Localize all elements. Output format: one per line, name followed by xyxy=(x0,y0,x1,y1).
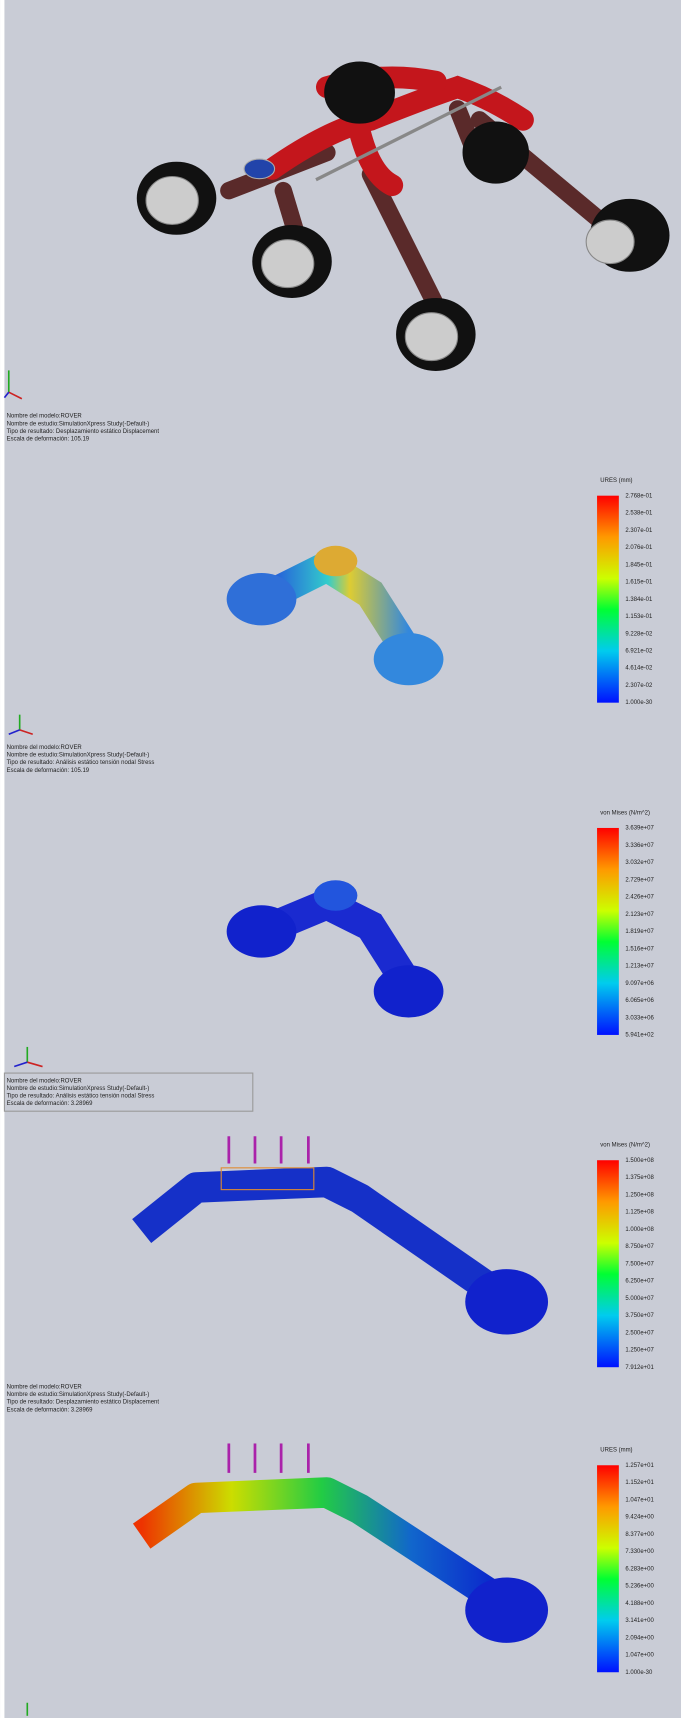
legend-title: von Mises (N/m^2) xyxy=(600,1143,650,1149)
legend-label: 2.076e-01 xyxy=(625,545,653,551)
legend-label: 1.152e+01 xyxy=(625,1480,654,1486)
legend-label: 1.000e+08 xyxy=(625,1227,654,1233)
legend-label: 6.283e+00 xyxy=(625,1566,654,1572)
legend-label: 9.097e+06 xyxy=(625,981,654,987)
color-bar xyxy=(597,828,619,1035)
legend-label: 2.094e+00 xyxy=(625,1635,654,1641)
color-bar xyxy=(597,1160,619,1367)
info-line: Nombre de estudio:SimulationXpress Study… xyxy=(7,1392,150,1398)
info-line: Escala de deformación: 3.28969 xyxy=(7,1101,94,1107)
legend-label: 7.330e+00 xyxy=(625,1549,654,1555)
legend-label: 2.729e+07 xyxy=(625,877,654,883)
legend-label: 1.615e-01 xyxy=(625,580,653,586)
legend-label: 1.250e+08 xyxy=(625,1192,654,1198)
legend-label: 6.250e+07 xyxy=(625,1279,654,1285)
info-line: Nombre de estudio:SimulationXpress Study… xyxy=(7,1086,150,1092)
legend-label: 1.257e+01 xyxy=(625,1463,654,1469)
legend-label: 9.424e+00 xyxy=(625,1515,654,1521)
legend-label: 8.377e+00 xyxy=(625,1532,654,1538)
info-line: Escala de deformación: 3.28969 xyxy=(7,1407,94,1413)
info-line: Tipo de resultado: Análisis estático ten… xyxy=(7,760,155,766)
page: Nombre del modelo:ROVERNombre de estudio… xyxy=(0,0,681,1718)
legend-label: 4.188e+00 xyxy=(625,1601,654,1607)
info-line: Nombre del modelo:ROVER xyxy=(7,745,83,751)
info-line: Nombre de estudio:SimulationXpress Study… xyxy=(7,421,150,427)
info-line: Nombre de estudio:SimulationXpress Study… xyxy=(7,753,150,759)
legend-label: 3.639e+07 xyxy=(625,826,654,832)
legend-label: 5.941e+02 xyxy=(625,1033,654,1039)
legend-label: 3.750e+07 xyxy=(625,1313,654,1319)
legend-label: 2.307e-02 xyxy=(625,683,653,689)
info-line: Tipo de resultado: Desplazamiento estáti… xyxy=(7,1400,160,1406)
info-line: Escala de deformación: 105.19 xyxy=(7,437,90,443)
legend-label: 5.000e+07 xyxy=(625,1296,654,1302)
legend-label: 4.614e-02 xyxy=(625,666,653,672)
legend-label: 3.032e+07 xyxy=(625,860,654,866)
legend-label: 2.500e+07 xyxy=(625,1330,654,1336)
legend-label: 1.000e-30 xyxy=(625,700,653,706)
legend-label: 6.065e+06 xyxy=(625,998,654,1004)
legend-label: 1.516e+07 xyxy=(625,946,654,952)
legend-label: 3.033e+06 xyxy=(625,1015,654,1021)
legend-title: URES (mm) xyxy=(600,1448,632,1454)
legend-label: 2.123e+07 xyxy=(625,912,654,918)
legend-label: 1.047e+01 xyxy=(625,1497,654,1503)
legend-label: 1.213e+07 xyxy=(625,964,654,970)
background xyxy=(0,0,681,1718)
color-bar xyxy=(597,496,619,703)
legend-label: 1.153e-01 xyxy=(625,614,653,620)
legend-label: 1.250e+07 xyxy=(625,1348,654,1354)
legend-label: 1.000e-30 xyxy=(625,1670,653,1676)
info-line: Escala de deformación: 105.19 xyxy=(7,768,90,774)
legend-label: 6.921e-02 xyxy=(625,649,653,655)
legend-title: von Mises (N/m^2) xyxy=(600,810,650,816)
info-line: Tipo de resultado: Desplazamiento estáti… xyxy=(7,429,160,435)
legend-label: 1.819e+07 xyxy=(625,929,654,935)
legend-label: 2.768e-01 xyxy=(625,493,653,499)
info-line: Tipo de resultado: Análisis estático ten… xyxy=(7,1094,155,1100)
simulation-view: Nombre del modelo:ROVERNombre de estudio… xyxy=(0,0,681,1718)
legend-label: 1.375e+08 xyxy=(625,1175,654,1181)
legend-label: 7.500e+07 xyxy=(625,1261,654,1267)
info-line: Nombre del modelo:ROVER xyxy=(7,1078,83,1084)
legend-label: 1.047e+00 xyxy=(625,1653,654,1659)
legend-label: 9.228e-02 xyxy=(625,631,653,637)
info-line: Nombre del modelo:ROVER xyxy=(7,414,83,420)
color-bar xyxy=(597,1465,619,1672)
legend-label: 1.384e-01 xyxy=(625,597,653,603)
legend-label: 7.912e+01 xyxy=(625,1365,654,1371)
legend-label: 1.500e+08 xyxy=(625,1158,654,1164)
legend-label: 1.845e-01 xyxy=(625,562,653,568)
legend-label: 2.538e-01 xyxy=(625,511,653,517)
info-line: Nombre del modelo:ROVER xyxy=(7,1384,83,1390)
legend-label: 3.336e+07 xyxy=(625,843,654,849)
legend-label: 1.125e+08 xyxy=(625,1210,654,1216)
legend-label: 5.236e+00 xyxy=(625,1584,654,1590)
legend-label: 2.426e+07 xyxy=(625,895,654,901)
legend-label: 8.750e+07 xyxy=(625,1244,654,1250)
legend-label: 2.307e-01 xyxy=(625,528,653,534)
legend-label: 3.141e+00 xyxy=(625,1618,654,1624)
edge xyxy=(0,0,4,1718)
legend-title: URES (mm) xyxy=(600,478,632,484)
